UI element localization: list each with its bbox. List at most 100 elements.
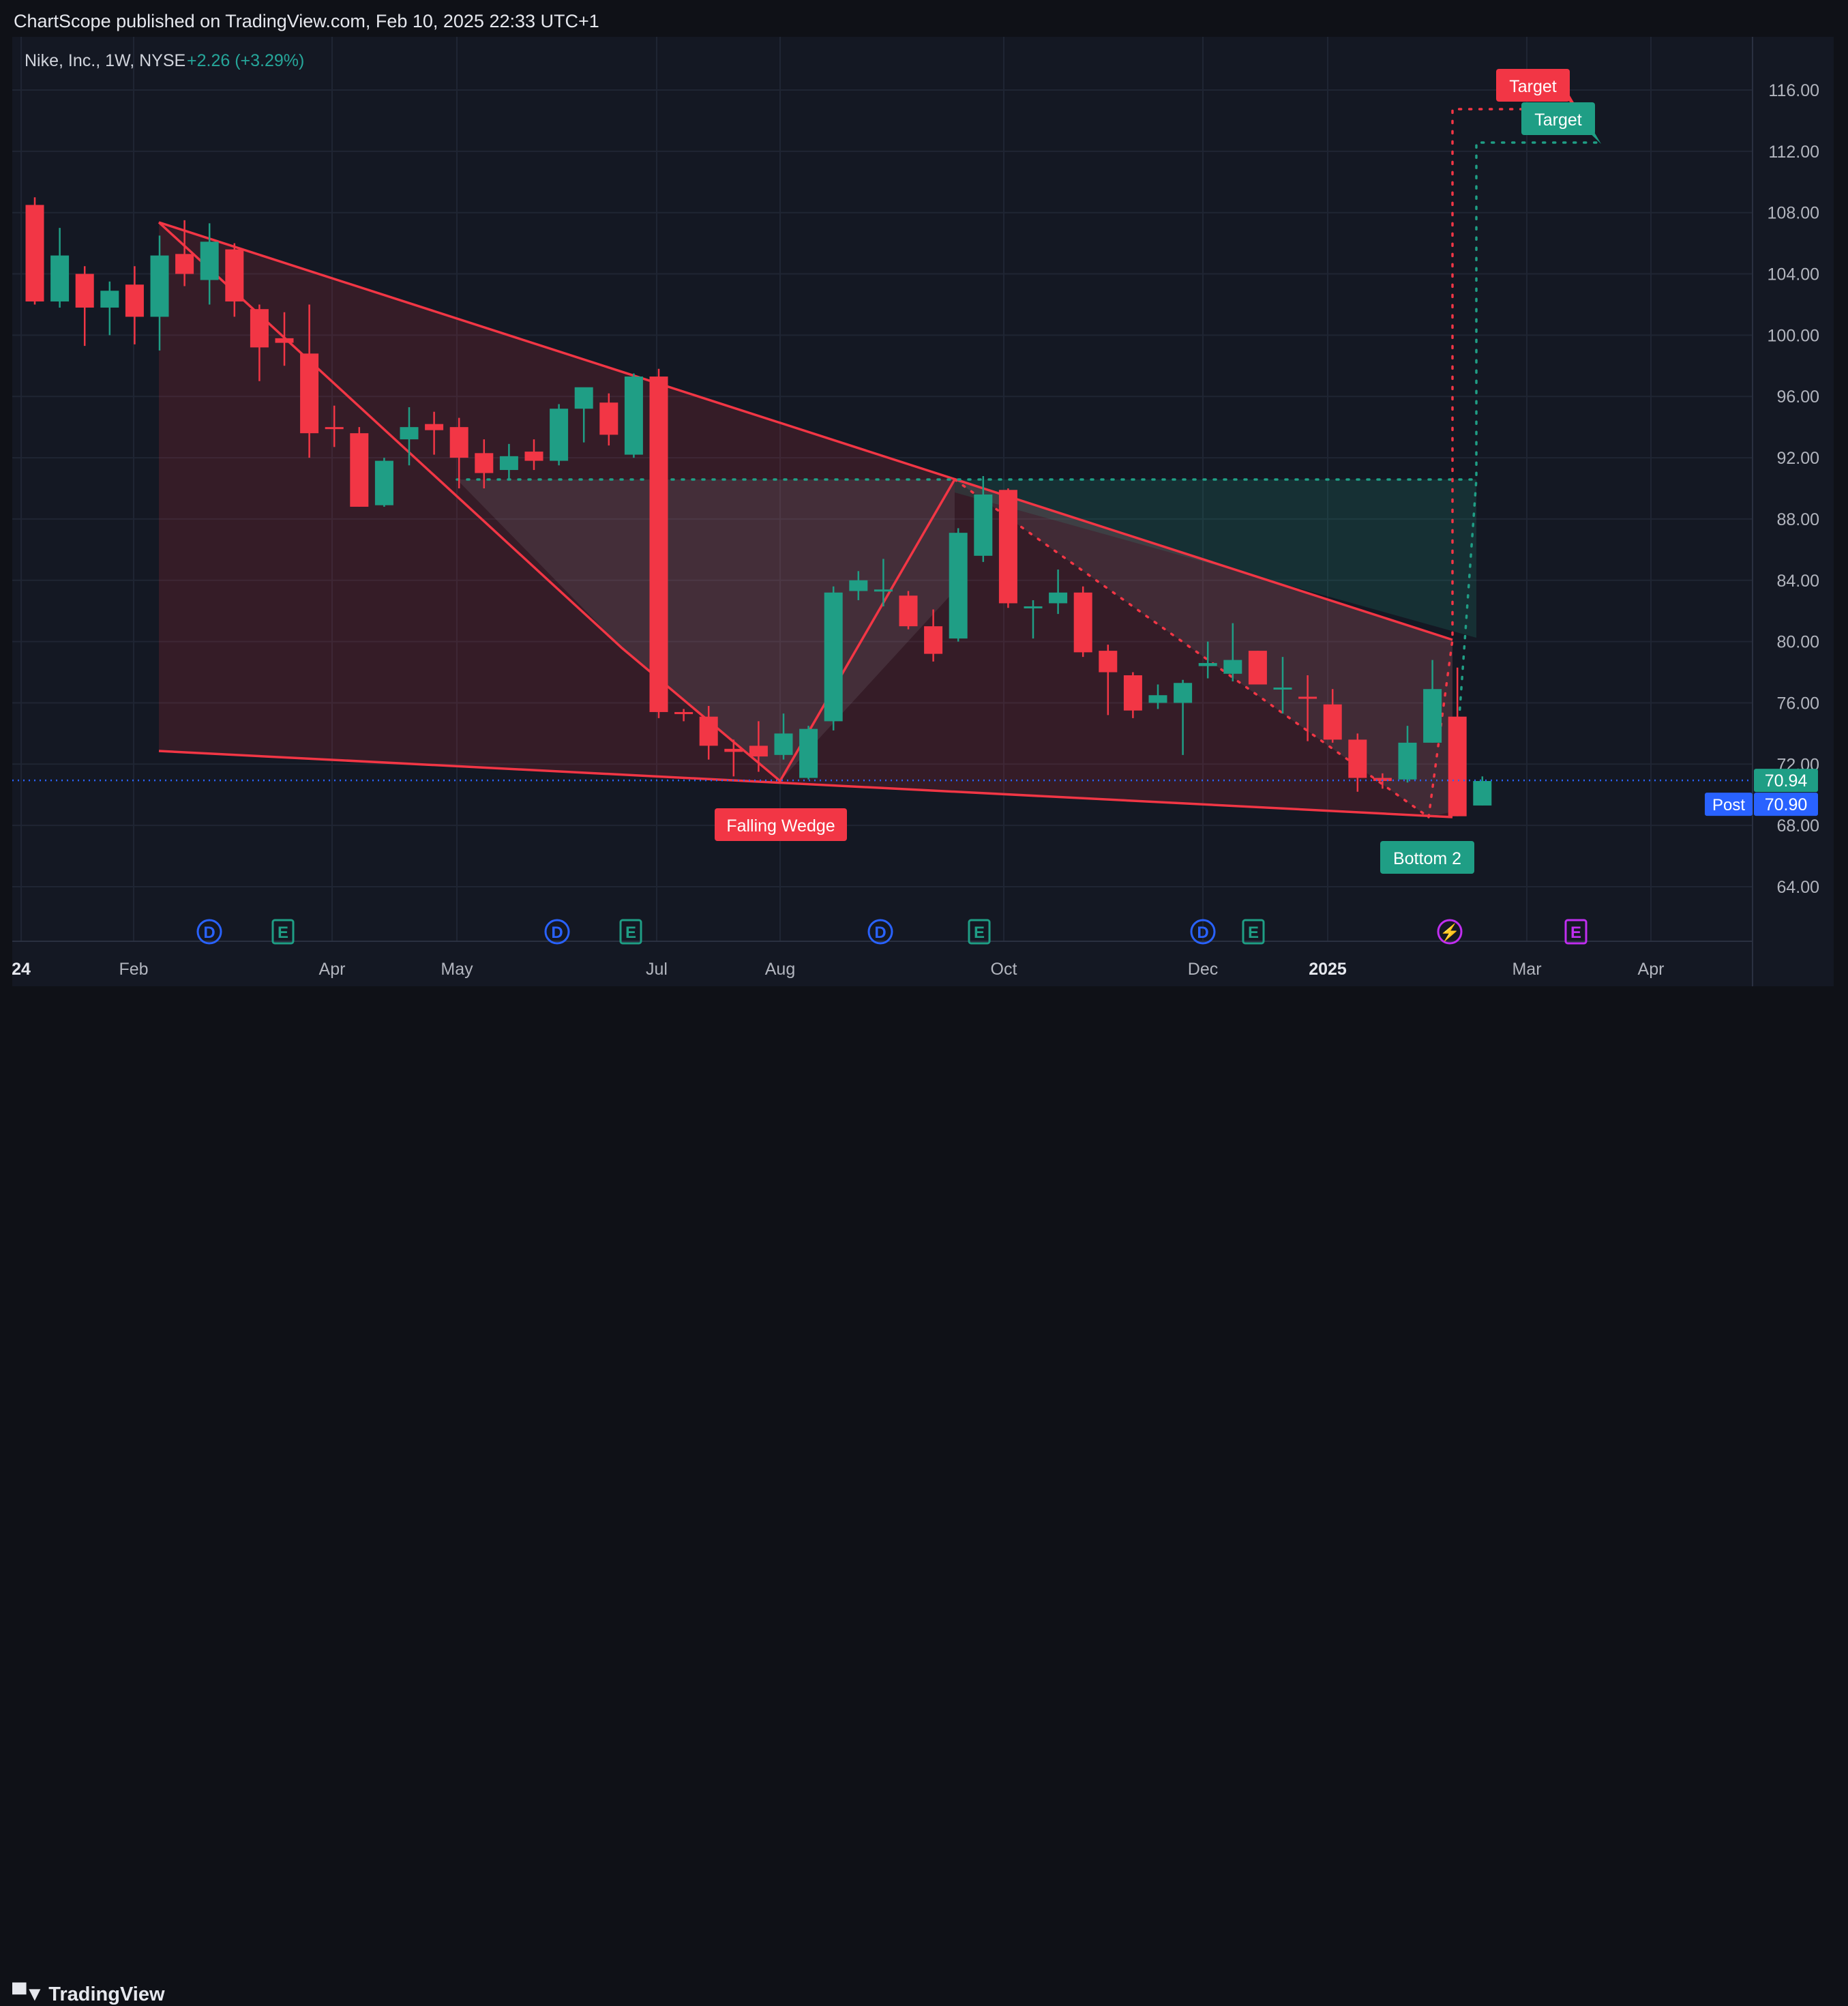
candle-body bbox=[799, 728, 818, 778]
earnings-icon: E bbox=[968, 919, 991, 945]
candle-body bbox=[674, 711, 694, 714]
candle-bear bbox=[449, 417, 468, 489]
candle-bear bbox=[924, 609, 943, 662]
target-green-tail bbox=[1585, 129, 1601, 144]
footer: ▀▼ TradingView bbox=[0, 986, 1848, 2005]
candle-body bbox=[1273, 688, 1292, 690]
candle-body bbox=[1174, 683, 1193, 703]
candle-body bbox=[749, 746, 768, 757]
price-tick-label: 116.00 bbox=[1768, 81, 1819, 100]
candle-bear bbox=[25, 197, 44, 305]
target-green-path bbox=[1451, 141, 1600, 813]
publish-info-text: ChartScope published on TradingView.com,… bbox=[14, 11, 599, 31]
price-tick-label: 84.00 bbox=[1776, 572, 1819, 591]
price-tick-label: 68.00 bbox=[1776, 816, 1819, 836]
post-market-tag-prefix bbox=[1705, 793, 1753, 816]
candle-body bbox=[574, 387, 593, 409]
candle-body bbox=[200, 241, 219, 280]
time-tick-label: 2025 bbox=[1309, 960, 1347, 979]
candle-body bbox=[1373, 778, 1392, 782]
event-letter: D bbox=[874, 924, 886, 942]
candle-bear bbox=[1448, 667, 1467, 816]
event-letter: E bbox=[1248, 924, 1259, 942]
last-price-tag bbox=[1754, 769, 1818, 793]
candle-body bbox=[1298, 696, 1317, 699]
candle-body bbox=[1049, 592, 1068, 604]
candle-body bbox=[624, 377, 643, 455]
event-box bbox=[619, 919, 642, 945]
time-tick-label: May bbox=[441, 960, 473, 979]
candle-body bbox=[1123, 675, 1142, 711]
candle-body bbox=[300, 353, 319, 434]
annotation-layer[interactable]: Falling Wedge Bottom 2 Target Target bbox=[12, 69, 1753, 874]
earnings-icon: E bbox=[1242, 919, 1265, 945]
candle-body bbox=[400, 427, 419, 440]
candle-bear bbox=[425, 411, 444, 455]
candle-bull bbox=[574, 387, 593, 443]
wedge-upper-line bbox=[158, 221, 1453, 641]
candle-bull bbox=[150, 235, 169, 351]
earnings-icon: E bbox=[1564, 919, 1588, 945]
price-chart[interactable]: Falling Wedge Bottom 2 Target Target 64.00 6… bbox=[0, 0, 1848, 1034]
candle-bear bbox=[674, 709, 694, 722]
candle-bull bbox=[949, 528, 968, 642]
earnings-icon: E bbox=[271, 919, 295, 945]
event-letter: E bbox=[278, 924, 288, 942]
candle-body bbox=[1448, 716, 1467, 816]
candle-body bbox=[824, 592, 843, 722]
legend-change: +2.26 (+3.29%) bbox=[187, 51, 304, 70]
candle-bull bbox=[624, 373, 643, 458]
event-circle bbox=[867, 919, 893, 945]
candle-body bbox=[425, 424, 444, 430]
price-axis[interactable]: 64.0068.0072.0076.0080.0084.0088.0092.00… bbox=[1705, 37, 1834, 986]
candle-bear bbox=[724, 739, 743, 777]
wedge-fill bbox=[159, 222, 1452, 816]
candle-bull bbox=[1174, 679, 1193, 755]
candlestick-series[interactable] bbox=[25, 197, 1492, 816]
time-tick-label: Mar bbox=[1512, 960, 1541, 979]
candle-body bbox=[1423, 689, 1442, 743]
time-tick-label: Feb bbox=[119, 960, 148, 979]
price-tick-label: 112.00 bbox=[1768, 143, 1819, 162]
event-box bbox=[271, 919, 295, 945]
candle-body bbox=[1473, 781, 1492, 806]
label-box bbox=[1380, 841, 1474, 874]
price-tick-label: 96.00 bbox=[1776, 387, 1819, 407]
dividend-icon: D bbox=[196, 919, 222, 945]
candle-bull bbox=[1423, 660, 1442, 743]
falling-wedge-label: Falling Wedge bbox=[715, 808, 847, 841]
price-tick-label: 108.00 bbox=[1768, 204, 1819, 223]
event-markers[interactable]: D E D E D E D E ⚡ E bbox=[196, 919, 1588, 945]
candle-bull bbox=[1398, 726, 1417, 783]
tradingview-logo[interactable]: ▀▼ TradingView bbox=[12, 1983, 165, 2006]
event-letter: E bbox=[974, 924, 985, 942]
candle-body bbox=[150, 255, 169, 317]
label-box bbox=[1496, 69, 1570, 102]
event-box bbox=[968, 919, 991, 945]
candle-bear bbox=[599, 393, 619, 446]
event-letter: D bbox=[551, 924, 563, 942]
candle-body bbox=[949, 533, 968, 639]
candle-body bbox=[350, 433, 369, 507]
dividend-icon: D bbox=[1190, 919, 1216, 945]
candle-body bbox=[175, 254, 194, 274]
candle-bull bbox=[849, 571, 868, 600]
breakout-fill bbox=[955, 480, 1476, 638]
candle-body bbox=[25, 205, 44, 301]
time-axis[interactable]: 24 Feb Apr May Jul Aug Oct Dec 2025 Mar Apr bbox=[12, 960, 1664, 979]
candle-body bbox=[325, 427, 344, 430]
candle-bear bbox=[325, 405, 344, 447]
post-market-tag bbox=[1754, 793, 1818, 816]
candle-body bbox=[524, 452, 543, 461]
candle-body bbox=[1024, 606, 1043, 608]
candle-bear bbox=[1323, 689, 1342, 743]
candle-body bbox=[75, 274, 94, 308]
target-red-label: Target bbox=[1496, 69, 1570, 102]
candle-body bbox=[50, 255, 70, 301]
candle-body bbox=[275, 338, 294, 343]
last-price-tag-text: 70.94 bbox=[1765, 771, 1808, 791]
event-circle bbox=[544, 919, 570, 945]
event-circle bbox=[196, 919, 222, 945]
label-box bbox=[1521, 102, 1595, 135]
candle-body bbox=[475, 453, 494, 473]
